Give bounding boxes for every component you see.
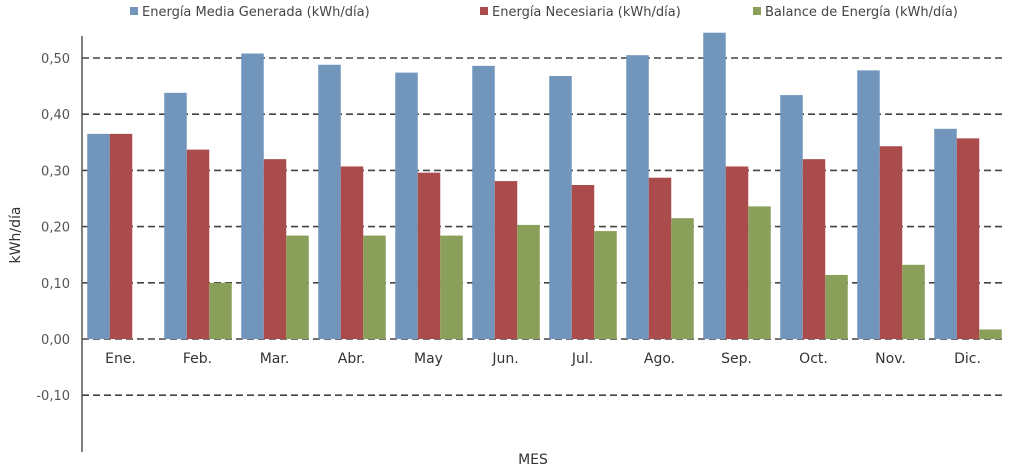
legend-swatch-generada [130, 7, 138, 15]
bar-generada-8 [703, 32, 726, 340]
bar-balance-11 [979, 329, 1002, 339]
y-axis-ticks: -0,10 0,00 0,10 0,20 0,30 0,40 0,50 [36, 52, 70, 404]
bar-balance-4 [440, 235, 463, 339]
bar-necesaria-1 [186, 149, 210, 339]
x-category-label: Nov. [875, 351, 906, 367]
bar-balance-3 [363, 235, 386, 339]
bars [87, 32, 1002, 340]
bar-balance-8 [748, 206, 771, 339]
legend-swatch-necesaria [480, 7, 488, 15]
bar-balance-1 [209, 282, 232, 339]
bar-generada-3 [318, 64, 341, 339]
legend-label-balance: Balance de Energía (kWh/día) [765, 5, 958, 20]
gridlines [82, 57, 1006, 397]
x-category-label: Oct. [799, 351, 828, 367]
x-category-label: Sep. [721, 351, 752, 367]
bar-generada-4 [395, 72, 418, 339]
x-category-label: Abr. [338, 351, 365, 367]
bar-balance-10 [902, 264, 925, 339]
y-tick-label: 0,40 [41, 108, 70, 123]
y-tick-label: 0,50 [41, 52, 70, 67]
bar-necesaria-11 [956, 138, 980, 339]
bar-necesaria-8 [725, 166, 749, 339]
legend-swatch-balance [753, 7, 761, 15]
bar-generada-9 [780, 95, 803, 339]
bar-necesaria-7 [648, 177, 672, 339]
bar-balance-6 [594, 231, 617, 339]
bar-balance-2 [286, 235, 309, 339]
bar-generada-7 [626, 55, 649, 339]
x-category-label: May [414, 351, 443, 367]
bar-generada-5 [472, 65, 495, 340]
y-tick-label: 0,10 [41, 277, 70, 292]
bar-generada-10 [857, 70, 880, 339]
x-category-label: Mar. [260, 351, 290, 367]
bar-necesaria-5 [494, 181, 518, 339]
legend: Energía Media Generada (kWh/día) Energía… [130, 5, 958, 20]
bar-balance-7 [671, 218, 694, 339]
bar-balance-5 [517, 224, 540, 339]
x-category-label: Dic. [954, 351, 981, 367]
legend-label-necesaria: Energía Necesiaria (kWh/día) [492, 5, 681, 20]
y-tick-label: 0,30 [41, 164, 70, 179]
bar-balance-9 [825, 274, 848, 339]
y-tick-label: 0,00 [41, 333, 70, 348]
x-axis-categories: Ene. Feb. Mar. Abr. May Jun. Jul. Ago. Sep. Oct. N… [105, 351, 981, 367]
x-category-label: Feb. [183, 351, 212, 367]
bar-necesaria-4 [417, 172, 441, 339]
bar-necesaria-6 [571, 185, 595, 339]
x-axis-title: MES [518, 452, 548, 468]
legend-label-generada: Energía Media Generada (kWh/día) [142, 5, 370, 20]
bar-generada-2 [241, 53, 264, 340]
x-category-label: Ene. [105, 351, 136, 367]
x-category-label: Jun. [491, 351, 518, 367]
y-axis-title: kWh/día [8, 207, 24, 264]
bar-necesaria-0 [109, 133, 133, 339]
x-category-label: Ago. [644, 351, 675, 367]
bar-necesaria-9 [802, 159, 826, 339]
x-category-label: Jul. [571, 351, 593, 367]
bar-generada-1 [164, 92, 187, 340]
y-tick-label: -0,10 [36, 389, 70, 404]
bar-necesaria-2 [263, 159, 287, 339]
bar-necesaria-10 [879, 146, 903, 339]
bar-generada-0 [87, 133, 110, 339]
y-tick-label: 0,20 [41, 221, 70, 236]
bar-generada-6 [549, 75, 572, 339]
bar-necesaria-3 [340, 166, 364, 339]
bar-generada-11 [934, 128, 957, 339]
